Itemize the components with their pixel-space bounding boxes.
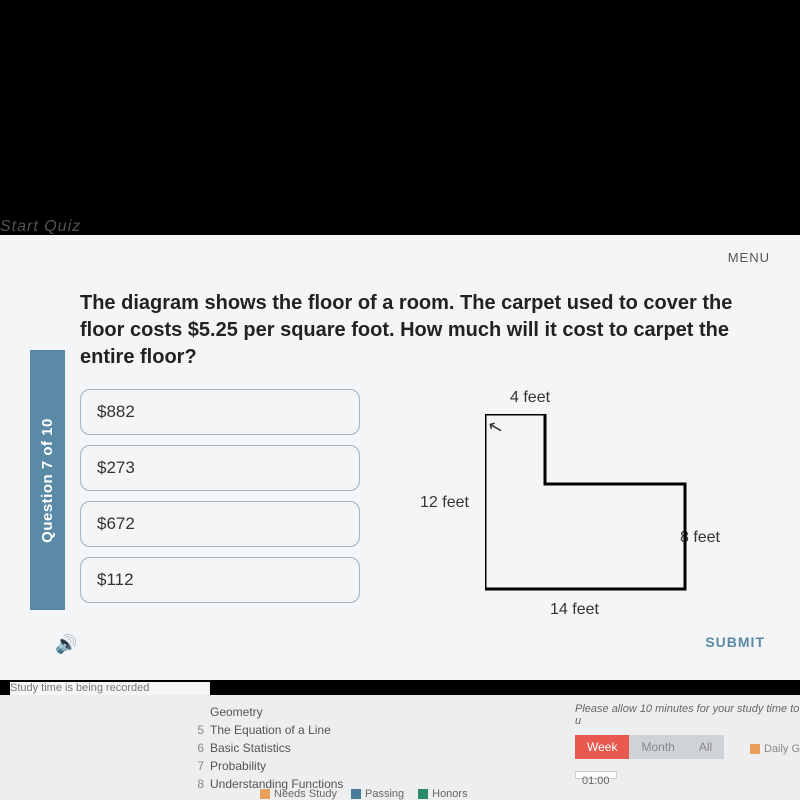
daily-legend: Daily G <box>750 743 800 755</box>
answer-list: $882 $273 $672 $112 <box>80 389 360 619</box>
answer-option[interactable]: $112 <box>80 557 360 603</box>
tab-all[interactable]: All <box>687 735 724 759</box>
subject-list: Geometry 5The Equation of a Line 6Basic … <box>190 703 343 793</box>
study-time-widget: Please allow 10 minutes for your study t… <box>575 703 800 759</box>
submit-button[interactable]: SUBMIT <box>705 634 765 650</box>
diagram-label-bottom: 14 feet <box>550 601 599 619</box>
floor-polygon <box>485 414 685 589</box>
diagram-label-top: 4 feet <box>510 389 550 407</box>
time-display: 01:00 <box>575 771 617 779</box>
legend: Needs Study Passing Honors <box>260 788 468 800</box>
quiz-panel: MENU Question 7 of 10 The diagram shows … <box>0 235 800 680</box>
tab-week[interactable]: Week <box>575 735 629 759</box>
menu-link[interactable]: MENU <box>728 250 770 265</box>
floor-diagram: 4 feet 12 feet 8 feet 14 feet ↖ <box>400 389 720 619</box>
legend-item: Passing <box>351 788 404 800</box>
floor-shape <box>485 414 695 599</box>
legend-item: Needs Study <box>260 788 337 800</box>
list-item[interactable]: 6Basic Statistics <box>190 739 343 757</box>
question-counter-text: Question 7 of 10 <box>39 418 56 543</box>
question-bar-extension <box>30 540 36 600</box>
question-text: The diagram shows the floor of a room. T… <box>80 290 770 371</box>
list-item[interactable]: Geometry <box>190 703 343 721</box>
list-item[interactable]: 7Probability <box>190 757 343 775</box>
answer-option[interactable]: $273 <box>80 445 360 491</box>
answer-option[interactable]: $672 <box>80 501 360 547</box>
speaker-icon[interactable]: 🔊 <box>55 634 77 655</box>
legend-item: Honors <box>418 788 467 800</box>
background-dashboard: Geometry 5The Equation of a Line 6Basic … <box>0 695 800 800</box>
tab-month[interactable]: Month <box>629 735 686 759</box>
diagram-label-left: 12 feet <box>420 494 469 512</box>
answer-option[interactable]: $882 <box>80 389 360 435</box>
widget-note: Please allow 10 minutes for your study t… <box>575 703 800 727</box>
start-quiz-label: Start Quiz <box>0 218 81 236</box>
list-item[interactable]: 5The Equation of a Line <box>190 721 343 739</box>
